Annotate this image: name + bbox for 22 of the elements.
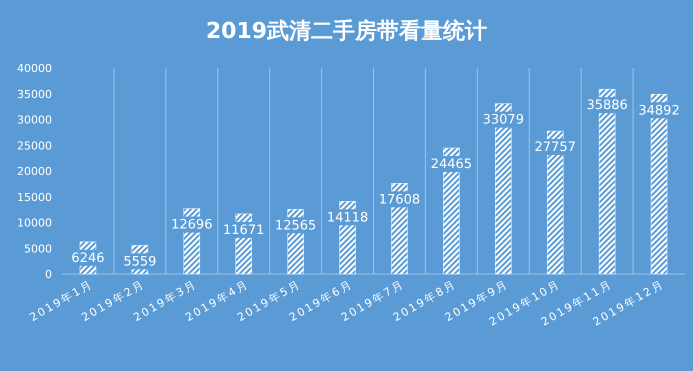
- data-label: 27757: [534, 140, 576, 156]
- data-label: 14118: [326, 210, 368, 226]
- y-tick-label: 15000: [17, 190, 52, 204]
- y-tick-label: 35000: [17, 88, 52, 101]
- y-tick-label: 40000: [17, 62, 52, 75]
- data-label: 11671: [223, 222, 264, 238]
- data-label: 34892: [638, 103, 680, 118]
- data-label: 5559: [123, 254, 156, 270]
- data-label: 17608: [378, 192, 420, 208]
- data-label: 35886: [586, 98, 628, 114]
- data-label: 33079: [482, 112, 524, 128]
- y-tick-label: 5000: [24, 242, 52, 256]
- y-tick-label: 25000: [17, 139, 52, 152]
- data-label: 12696: [171, 218, 212, 233]
- y-tick-label: 0: [45, 268, 52, 281]
- chart-title: 2019武清二手房带看量统计: [206, 18, 488, 44]
- y-tick-label: 30000: [17, 114, 52, 126]
- data-label: 12565: [274, 218, 316, 234]
- data-label: 6246: [71, 250, 105, 266]
- data-label: 24465: [430, 157, 472, 172]
- y-tick-label: 20000: [17, 165, 52, 178]
- y-tick-label: 10000: [17, 216, 52, 230]
